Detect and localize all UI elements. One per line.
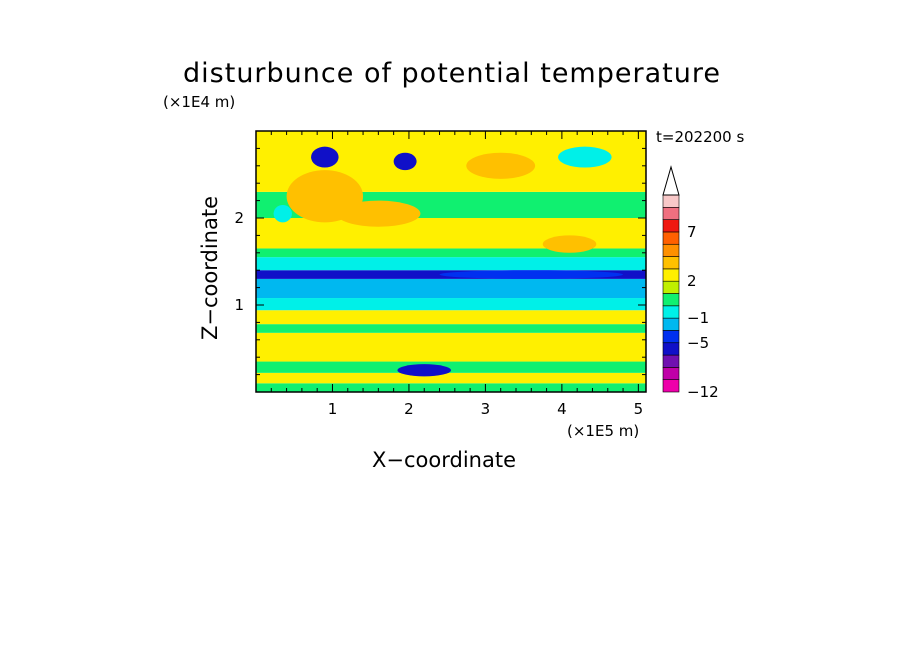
colorbar-cell-0 bbox=[662, 379, 680, 393]
colorbar-cell-5 bbox=[662, 317, 680, 331]
colorbar-cell-13 bbox=[662, 219, 680, 233]
colorbar-cell-7 bbox=[662, 293, 680, 307]
field-band-6 bbox=[256, 298, 646, 311]
x-tick-label-2: 2 bbox=[404, 400, 414, 418]
field-band-2 bbox=[256, 361, 646, 373]
colorbar-cell-3 bbox=[662, 342, 680, 356]
y-axis-unit: (×1E4 m) bbox=[163, 93, 236, 111]
field-band-7 bbox=[256, 278, 646, 299]
colorbar-cell-6 bbox=[662, 305, 680, 319]
colorbar-cell-11 bbox=[662, 243, 680, 257]
x-tick-label-5: 5 bbox=[634, 400, 644, 418]
x-tick-label-1: 1 bbox=[328, 400, 338, 418]
time-label: t=202200 s bbox=[656, 128, 745, 146]
colorbar-label--12: −12 bbox=[687, 383, 719, 401]
x-tick-label-4: 4 bbox=[557, 400, 567, 418]
field-blob-0 bbox=[311, 146, 339, 168]
field-blob-1 bbox=[393, 152, 417, 171]
colorbar-cell-2 bbox=[662, 354, 680, 368]
colorbar-cell-15 bbox=[662, 194, 680, 208]
field-blob-9 bbox=[439, 270, 624, 279]
colorbar-label-7: 7 bbox=[687, 223, 697, 241]
colorbar-cell-4 bbox=[662, 330, 680, 344]
colorbar-cell-10 bbox=[662, 256, 680, 270]
colorbar-cell-12 bbox=[662, 231, 680, 245]
colorbar-label--5: −5 bbox=[687, 334, 709, 352]
field-band-5 bbox=[256, 310, 646, 325]
field-band-9 bbox=[256, 257, 646, 271]
field-band-0 bbox=[256, 383, 646, 392]
colorbar-extend-arrow bbox=[662, 165, 680, 196]
x-axis-label: X−coordinate bbox=[372, 448, 516, 472]
field-blob-8 bbox=[397, 364, 451, 377]
x-axis-unit: (×1E5 m) bbox=[567, 422, 640, 440]
field-band-1 bbox=[256, 372, 646, 384]
plot-frame bbox=[255, 130, 647, 393]
colorbar-label-2: 2 bbox=[687, 272, 697, 290]
field-blob-5 bbox=[286, 170, 364, 223]
colorbar-cell-8 bbox=[662, 280, 680, 294]
field-blob-4 bbox=[542, 235, 597, 253]
colorbar-cell-14 bbox=[662, 207, 680, 220]
colorbar-cell-9 bbox=[662, 268, 680, 282]
field-band-4 bbox=[256, 324, 646, 333]
plot-area bbox=[256, 131, 646, 392]
chart-title: disturbunce of potential temperature bbox=[183, 58, 721, 89]
y-tick-label-2: 2 bbox=[234, 209, 244, 227]
y-tick-label-1: 1 bbox=[234, 296, 244, 314]
field-blob-3 bbox=[466, 152, 536, 179]
colorbar-label--1: −1 bbox=[687, 309, 709, 327]
field-band-10 bbox=[256, 248, 646, 258]
colorbar-cell-1 bbox=[662, 367, 680, 380]
field-blob-6 bbox=[273, 204, 292, 223]
x-tick-label-3: 3 bbox=[481, 400, 491, 418]
field-band-3 bbox=[256, 332, 646, 362]
field-blob-7 bbox=[558, 146, 612, 168]
